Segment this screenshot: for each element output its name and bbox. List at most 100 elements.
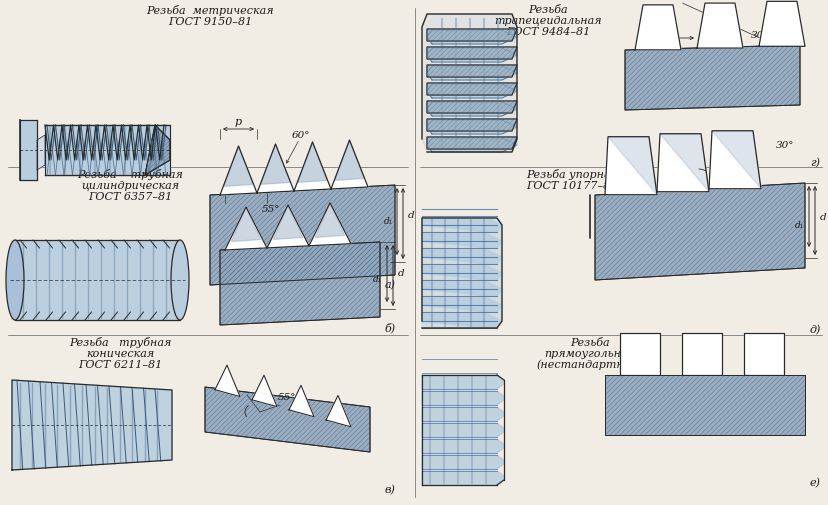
Polygon shape [426, 101, 517, 113]
Text: в): в) [384, 485, 395, 495]
Polygon shape [37, 135, 45, 170]
Text: 55°: 55° [262, 206, 280, 215]
Polygon shape [426, 29, 517, 41]
Text: ГОСТ 9484–81: ГОСТ 9484–81 [505, 27, 590, 37]
Polygon shape [325, 395, 350, 427]
Polygon shape [421, 282, 502, 296]
Polygon shape [421, 234, 502, 248]
Polygon shape [426, 30, 517, 44]
Text: p: p [662, 25, 669, 35]
Text: Резьба   трубная: Резьба трубная [69, 337, 171, 348]
Text: 30°: 30° [750, 31, 768, 40]
Text: г): г) [809, 158, 819, 168]
Polygon shape [289, 385, 314, 417]
Text: 55°: 55° [277, 392, 296, 401]
Polygon shape [426, 65, 517, 77]
Polygon shape [426, 138, 517, 152]
Ellipse shape [171, 240, 189, 320]
Polygon shape [257, 144, 294, 193]
Polygon shape [659, 134, 708, 192]
Polygon shape [711, 131, 760, 189]
Polygon shape [219, 146, 257, 195]
Text: коническая: коническая [86, 349, 154, 359]
Text: (нестандартная): (нестандартная) [537, 360, 643, 370]
Text: Резьба: Резьба [570, 338, 609, 348]
Polygon shape [426, 84, 517, 98]
Polygon shape [421, 250, 502, 264]
Text: ГОСТ 9150–81: ГОСТ 9150–81 [168, 17, 252, 27]
Polygon shape [224, 146, 253, 186]
Polygon shape [426, 47, 517, 59]
Polygon shape [426, 83, 517, 95]
Text: d: d [819, 213, 826, 222]
Text: а): а) [384, 280, 395, 290]
Polygon shape [421, 423, 503, 437]
Polygon shape [758, 2, 804, 46]
Polygon shape [426, 29, 517, 41]
Polygon shape [45, 125, 170, 175]
Text: d₁: d₁ [384, 217, 393, 226]
Polygon shape [421, 391, 503, 405]
Polygon shape [426, 102, 517, 116]
Polygon shape [426, 119, 517, 131]
Polygon shape [604, 375, 804, 435]
Polygon shape [696, 3, 742, 48]
Polygon shape [205, 387, 369, 452]
Polygon shape [595, 183, 804, 280]
Polygon shape [421, 314, 502, 328]
Polygon shape [426, 137, 517, 149]
Polygon shape [267, 205, 309, 248]
Polygon shape [421, 218, 502, 232]
Polygon shape [426, 137, 517, 149]
Text: d: d [397, 269, 404, 278]
Text: 30°: 30° [775, 140, 793, 149]
Ellipse shape [6, 240, 24, 320]
Text: 60°: 60° [291, 130, 310, 139]
Polygon shape [681, 333, 721, 375]
Text: ГОСТ 6211–81: ГОСТ 6211–81 [78, 360, 162, 370]
Polygon shape [426, 66, 517, 80]
Polygon shape [421, 471, 503, 485]
Polygon shape [214, 365, 240, 396]
Text: ГОСТ 10177–82: ГОСТ 10177–82 [526, 181, 617, 191]
Polygon shape [743, 333, 783, 375]
Text: Резьба  метрическая: Резьба метрическая [146, 6, 273, 17]
Polygon shape [421, 439, 503, 453]
Polygon shape [607, 137, 657, 195]
Polygon shape [15, 240, 180, 320]
Text: е): е) [808, 478, 820, 488]
Polygon shape [330, 140, 368, 189]
Text: ГОСТ 6357–81: ГОСТ 6357–81 [88, 192, 172, 202]
Text: d: d [407, 211, 414, 220]
Text: Резьба: Резьба [527, 5, 567, 15]
Polygon shape [426, 83, 517, 95]
Polygon shape [294, 142, 330, 191]
Polygon shape [604, 137, 657, 195]
Text: д): д) [808, 325, 820, 335]
Polygon shape [421, 14, 517, 152]
Polygon shape [426, 120, 517, 134]
Polygon shape [421, 407, 503, 421]
Text: б): б) [384, 323, 395, 333]
Polygon shape [297, 142, 327, 182]
Polygon shape [421, 375, 503, 389]
Text: p: p [234, 117, 242, 127]
Polygon shape [309, 203, 350, 246]
Polygon shape [231, 207, 260, 241]
Polygon shape [273, 205, 302, 239]
Polygon shape [20, 120, 37, 180]
Polygon shape [315, 203, 344, 237]
Text: p: p [242, 180, 249, 190]
Text: Резьба упорная: Резьба упорная [525, 170, 617, 180]
Polygon shape [426, 47, 517, 59]
Polygon shape [224, 207, 267, 250]
Polygon shape [426, 48, 517, 62]
Text: прямоугольная: прямоугольная [544, 349, 635, 359]
Text: цилиндрическая: цилиндрическая [81, 181, 179, 191]
Polygon shape [426, 101, 517, 113]
Polygon shape [145, 125, 170, 175]
Text: d₁: d₁ [373, 275, 383, 284]
Polygon shape [421, 298, 502, 312]
Text: Резьба    трубная: Резьба трубная [77, 170, 183, 180]
Polygon shape [219, 242, 379, 325]
